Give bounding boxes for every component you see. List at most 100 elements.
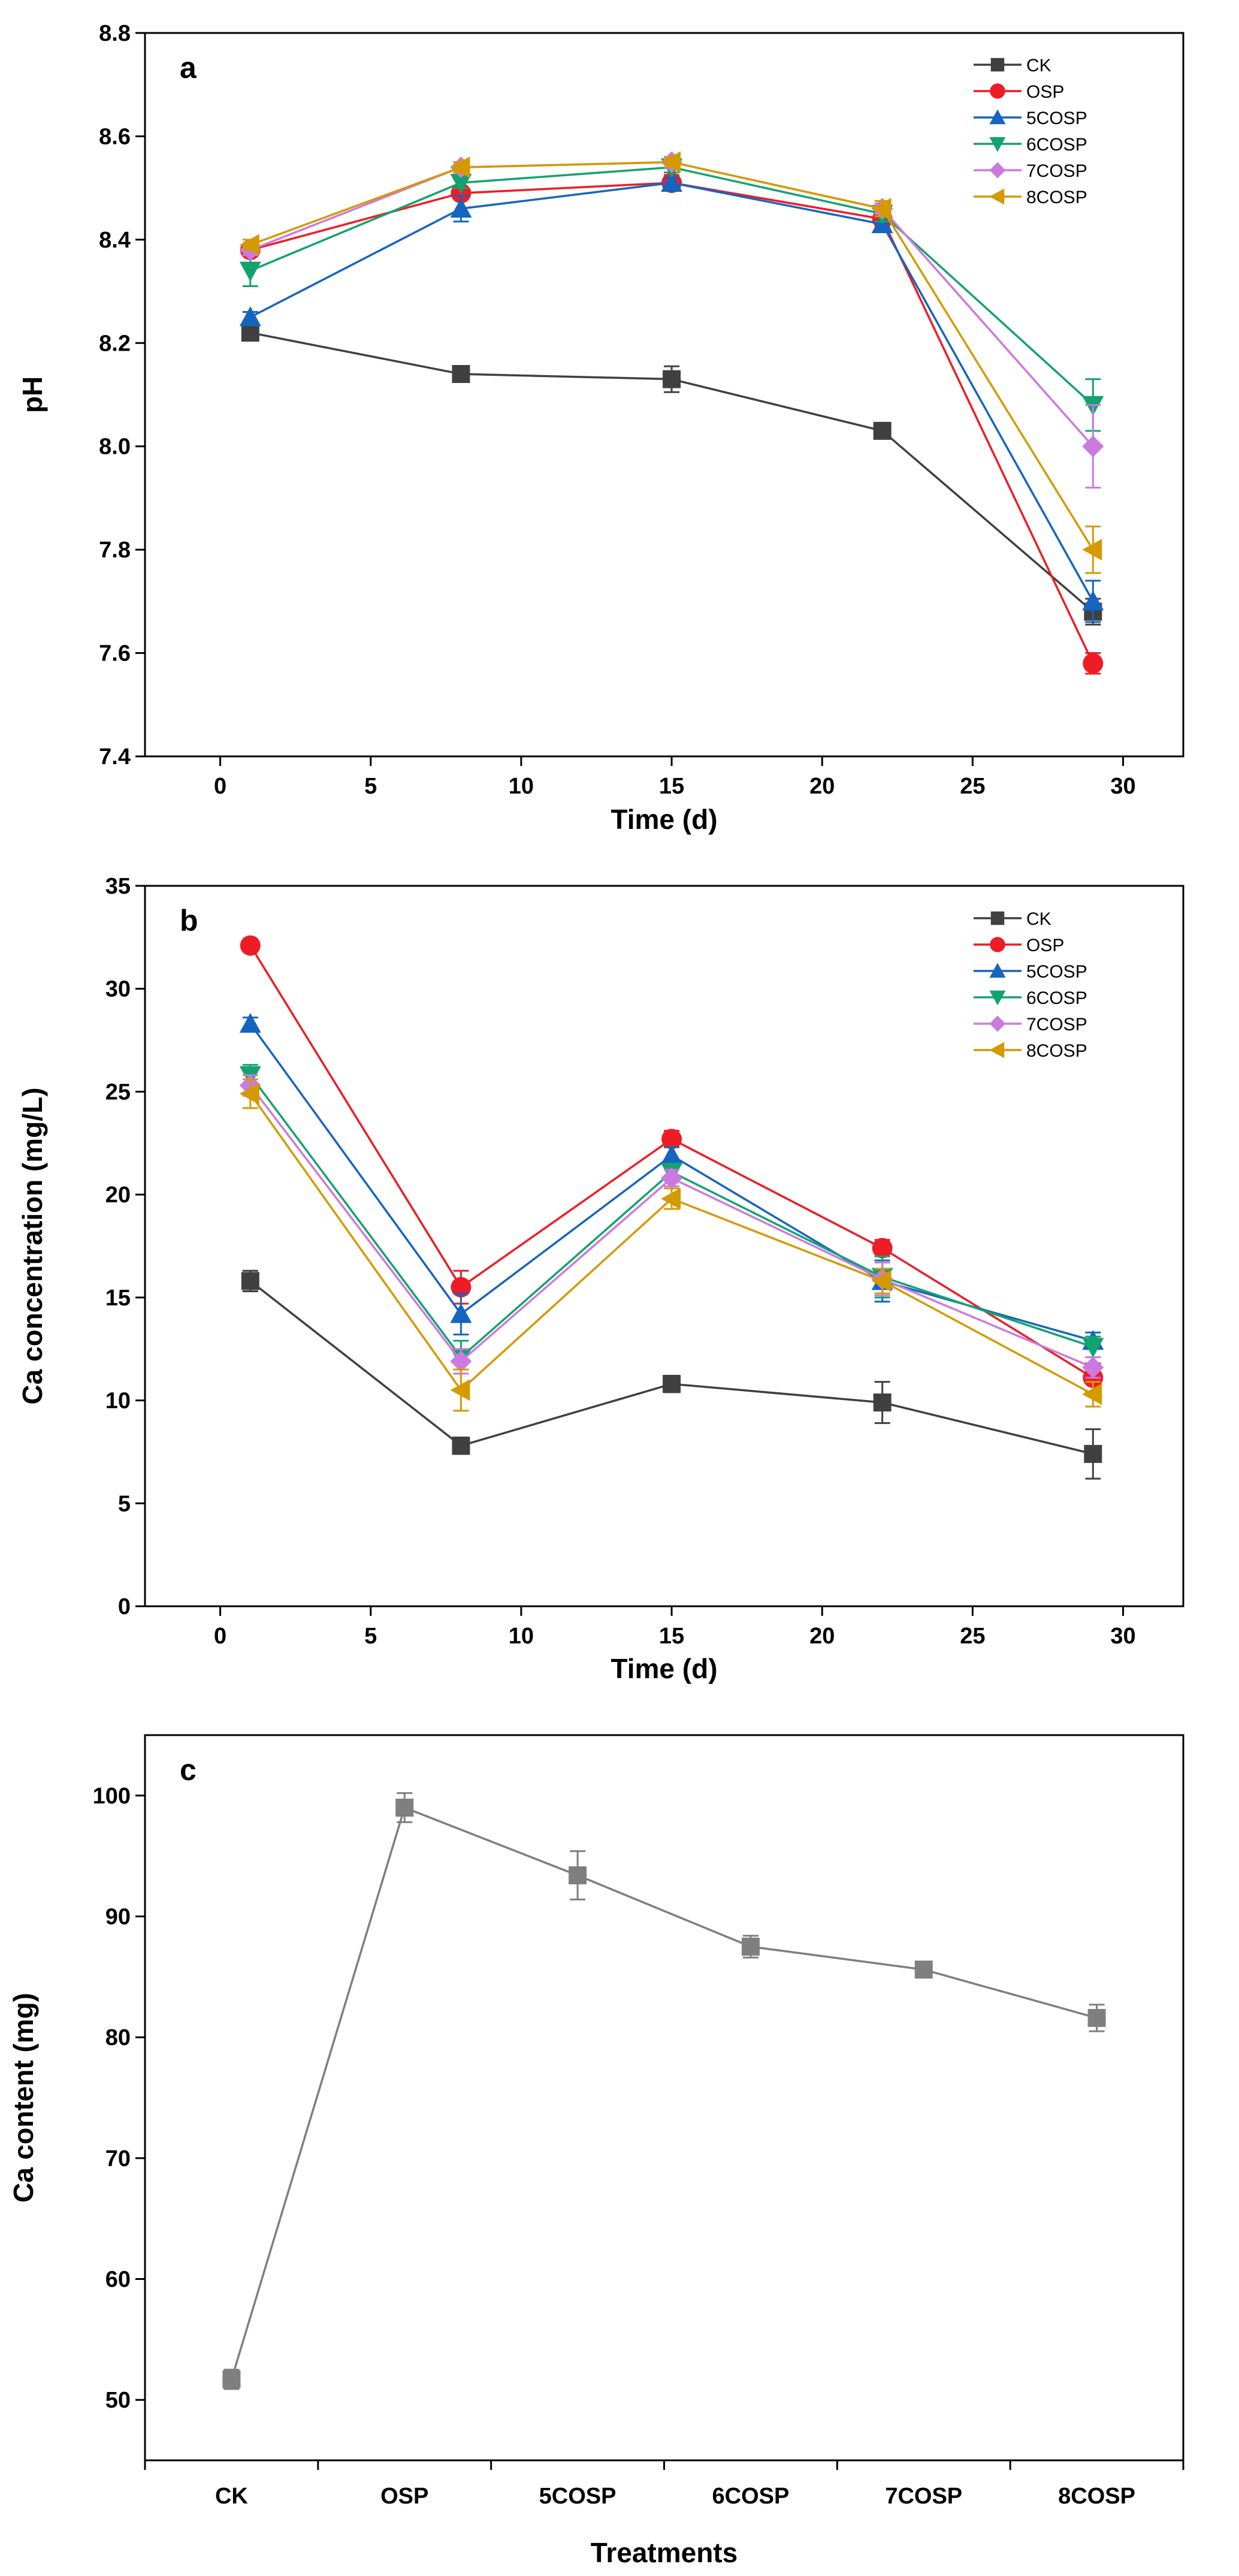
y-tick-label: 8.8: [99, 21, 131, 46]
chart-panel-c: 50 60 70 80 90 100 CK OSP 5COSP 6COSP 7COSP 8COSP Tr…: [8, 1734, 1184, 2568]
data-point: [661, 1167, 683, 1189]
legend-marker: [990, 911, 1005, 925]
legend-marker: [989, 109, 1006, 125]
data-point: [663, 1375, 681, 1393]
series-ck: [241, 1269, 1102, 1480]
data-point: [872, 1238, 893, 1259]
data-point: [871, 198, 892, 220]
series-ca-content: [222, 1792, 1106, 2390]
legend: CK OSP 5COSP 6COSP 7COSP 8COSP: [974, 56, 1087, 207]
y-tick-label: 8.4: [99, 228, 131, 253]
x-tick-label: 30: [1110, 1624, 1135, 1649]
data-point: [1082, 435, 1104, 457]
legend-marker: [989, 990, 1006, 1006]
x-tick-label: 0: [214, 1624, 226, 1649]
plot-frame: [144, 32, 1184, 758]
legend-marker: [989, 1015, 1006, 1032]
panel-label: c: [180, 1753, 197, 1787]
x-category-label: 7COSP: [885, 2484, 962, 2509]
y-axis-title: pH: [17, 376, 48, 413]
chart-panel-a: 7.4 7.6 7.8 8.0 8.2 8.4 8.6 8.8 0 5 10 15 20 25 30 Time…: [17, 21, 1184, 835]
y-tick-label: 50: [105, 2388, 131, 2413]
x-tick-label: 25: [960, 774, 985, 799]
data-point: [661, 172, 683, 192]
y-tick-label: 7.8: [99, 538, 131, 563]
legend-label: 8COSP: [1026, 1041, 1087, 1061]
series-osp: [240, 173, 1104, 675]
y-tick-label: 8.6: [99, 124, 131, 149]
panel-label: b: [180, 904, 198, 937]
data-point: [1084, 1444, 1102, 1463]
x-category-label: OSP: [380, 2484, 428, 2509]
data-point: [661, 1144, 683, 1165]
plot-frame: [144, 885, 1184, 1607]
legend-marker: [990, 937, 1005, 952]
data-point: [239, 234, 259, 256]
data-point: [1087, 2008, 1106, 2027]
series-line: [249, 1280, 1093, 1455]
y-tick-label: 30: [105, 977, 131, 1002]
chart-panel-b: 0 5 10 15 20 25 30 35 0 5 10 15 20 25 30 Time (d) Ca con…: [17, 874, 1184, 1684]
legend-marker: [990, 83, 1005, 99]
y-tick-label: 70: [105, 2146, 131, 2171]
legend-label: 6COSP: [1026, 135, 1087, 155]
legend-label: OSP: [1026, 936, 1064, 955]
series-line: [230, 1806, 1098, 2380]
legend-label: 6COSP: [1026, 988, 1087, 1008]
data-point: [741, 1937, 760, 1956]
series-line: [250, 161, 1094, 551]
legend-marker: [990, 58, 1005, 72]
y-tick-label: 20: [105, 1183, 131, 1208]
x-category-label: 5COSP: [539, 2484, 617, 2509]
x-tick-label: 20: [809, 1624, 835, 1649]
x-tick-label: 15: [659, 1624, 684, 1649]
data-point: [241, 324, 259, 342]
series-8cosp: [239, 1078, 1102, 1412]
x-category-label: CK: [215, 2484, 248, 2509]
series-7cosp: [239, 1074, 1104, 1379]
x-tick-label: 20: [809, 774, 835, 799]
y-tick-label: 8.0: [99, 435, 131, 460]
y-tick-label: 8.2: [99, 331, 131, 356]
plot-frame: [144, 1734, 1184, 2462]
data-point: [239, 1013, 261, 1033]
x-tick-label: 5: [364, 774, 377, 799]
x-tick-label: 5: [364, 1624, 377, 1649]
y-tick-label: 25: [105, 1079, 131, 1105]
x-axis-title: Time (d): [611, 1653, 717, 1684]
x-category-label: 6COSP: [712, 2484, 790, 2509]
legend-label: 7COSP: [1026, 161, 1087, 181]
data-point: [450, 1379, 470, 1401]
legend-marker: [989, 1042, 1005, 1058]
data-point: [663, 370, 681, 388]
data-point: [1082, 539, 1102, 561]
data-point: [661, 1129, 682, 1150]
data-point: [569, 1866, 587, 1884]
y-tick-label: 100: [93, 1784, 131, 1809]
data-point: [451, 1277, 472, 1298]
y-axis-title: Ca concentration (mg/L): [17, 1087, 48, 1404]
data-point: [239, 1082, 259, 1105]
data-point: [1082, 1338, 1104, 1358]
data-point: [1082, 590, 1104, 611]
legend-marker: [989, 963, 1006, 978]
x-axis-title: Time (d): [611, 804, 717, 835]
x-tick-label: 30: [1110, 774, 1135, 799]
legend-label: OSP: [1026, 82, 1064, 102]
data-point: [873, 421, 892, 440]
data-point: [240, 935, 261, 956]
series-line: [250, 182, 1094, 664]
y-tick-label: 5: [118, 1491, 131, 1516]
legend-marker: [989, 188, 1005, 205]
data-point: [239, 261, 261, 282]
data-point: [1083, 653, 1104, 674]
x-tick-label: 25: [960, 1624, 985, 1649]
data-point: [222, 2370, 241, 2388]
data-point: [871, 1270, 892, 1292]
data-point: [661, 1188, 681, 1210]
data-point: [239, 306, 261, 327]
legend-label: CK: [1026, 909, 1051, 929]
data-point: [452, 365, 470, 384]
data-point: [452, 1437, 470, 1455]
